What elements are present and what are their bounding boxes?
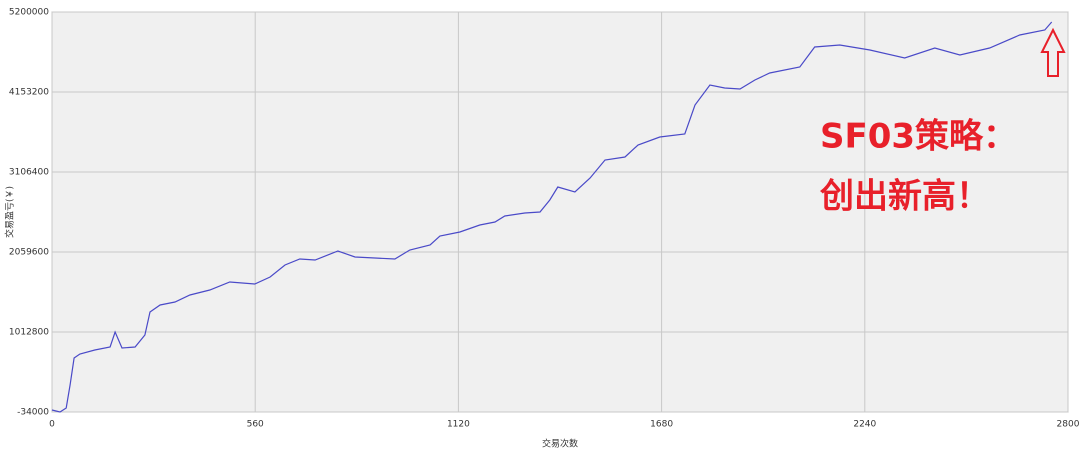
y-tick-label: -34000	[17, 408, 49, 418]
x-tick-label: 1680	[650, 420, 673, 430]
x-tick-label: 2240	[853, 420, 876, 430]
x-tick-label: 560	[247, 420, 264, 430]
x-tick-label: 0	[49, 420, 55, 430]
line	[51, 21, 1053, 413]
x-tick-label: 1120	[447, 420, 470, 430]
annotation: SF03策略：	[820, 117, 1017, 157]
y-tick-label: 1012800	[9, 328, 49, 338]
x-tick-label: 2800	[1057, 420, 1080, 430]
y-tick-label: 3106400	[9, 168, 49, 178]
x-axis-label: 交易次数	[542, 438, 578, 450]
y-tick-label: 5200000	[9, 8, 49, 18]
plot-area	[51, 11, 1069, 413]
annotation: 创出新高！	[819, 177, 990, 217]
y-tick-label: 2059600	[9, 248, 49, 258]
y-axis-label: 交易盈亏(￥)	[4, 186, 16, 238]
arrow	[1040, 27, 1066, 77]
y-tick-label: 4153200	[9, 88, 49, 98]
